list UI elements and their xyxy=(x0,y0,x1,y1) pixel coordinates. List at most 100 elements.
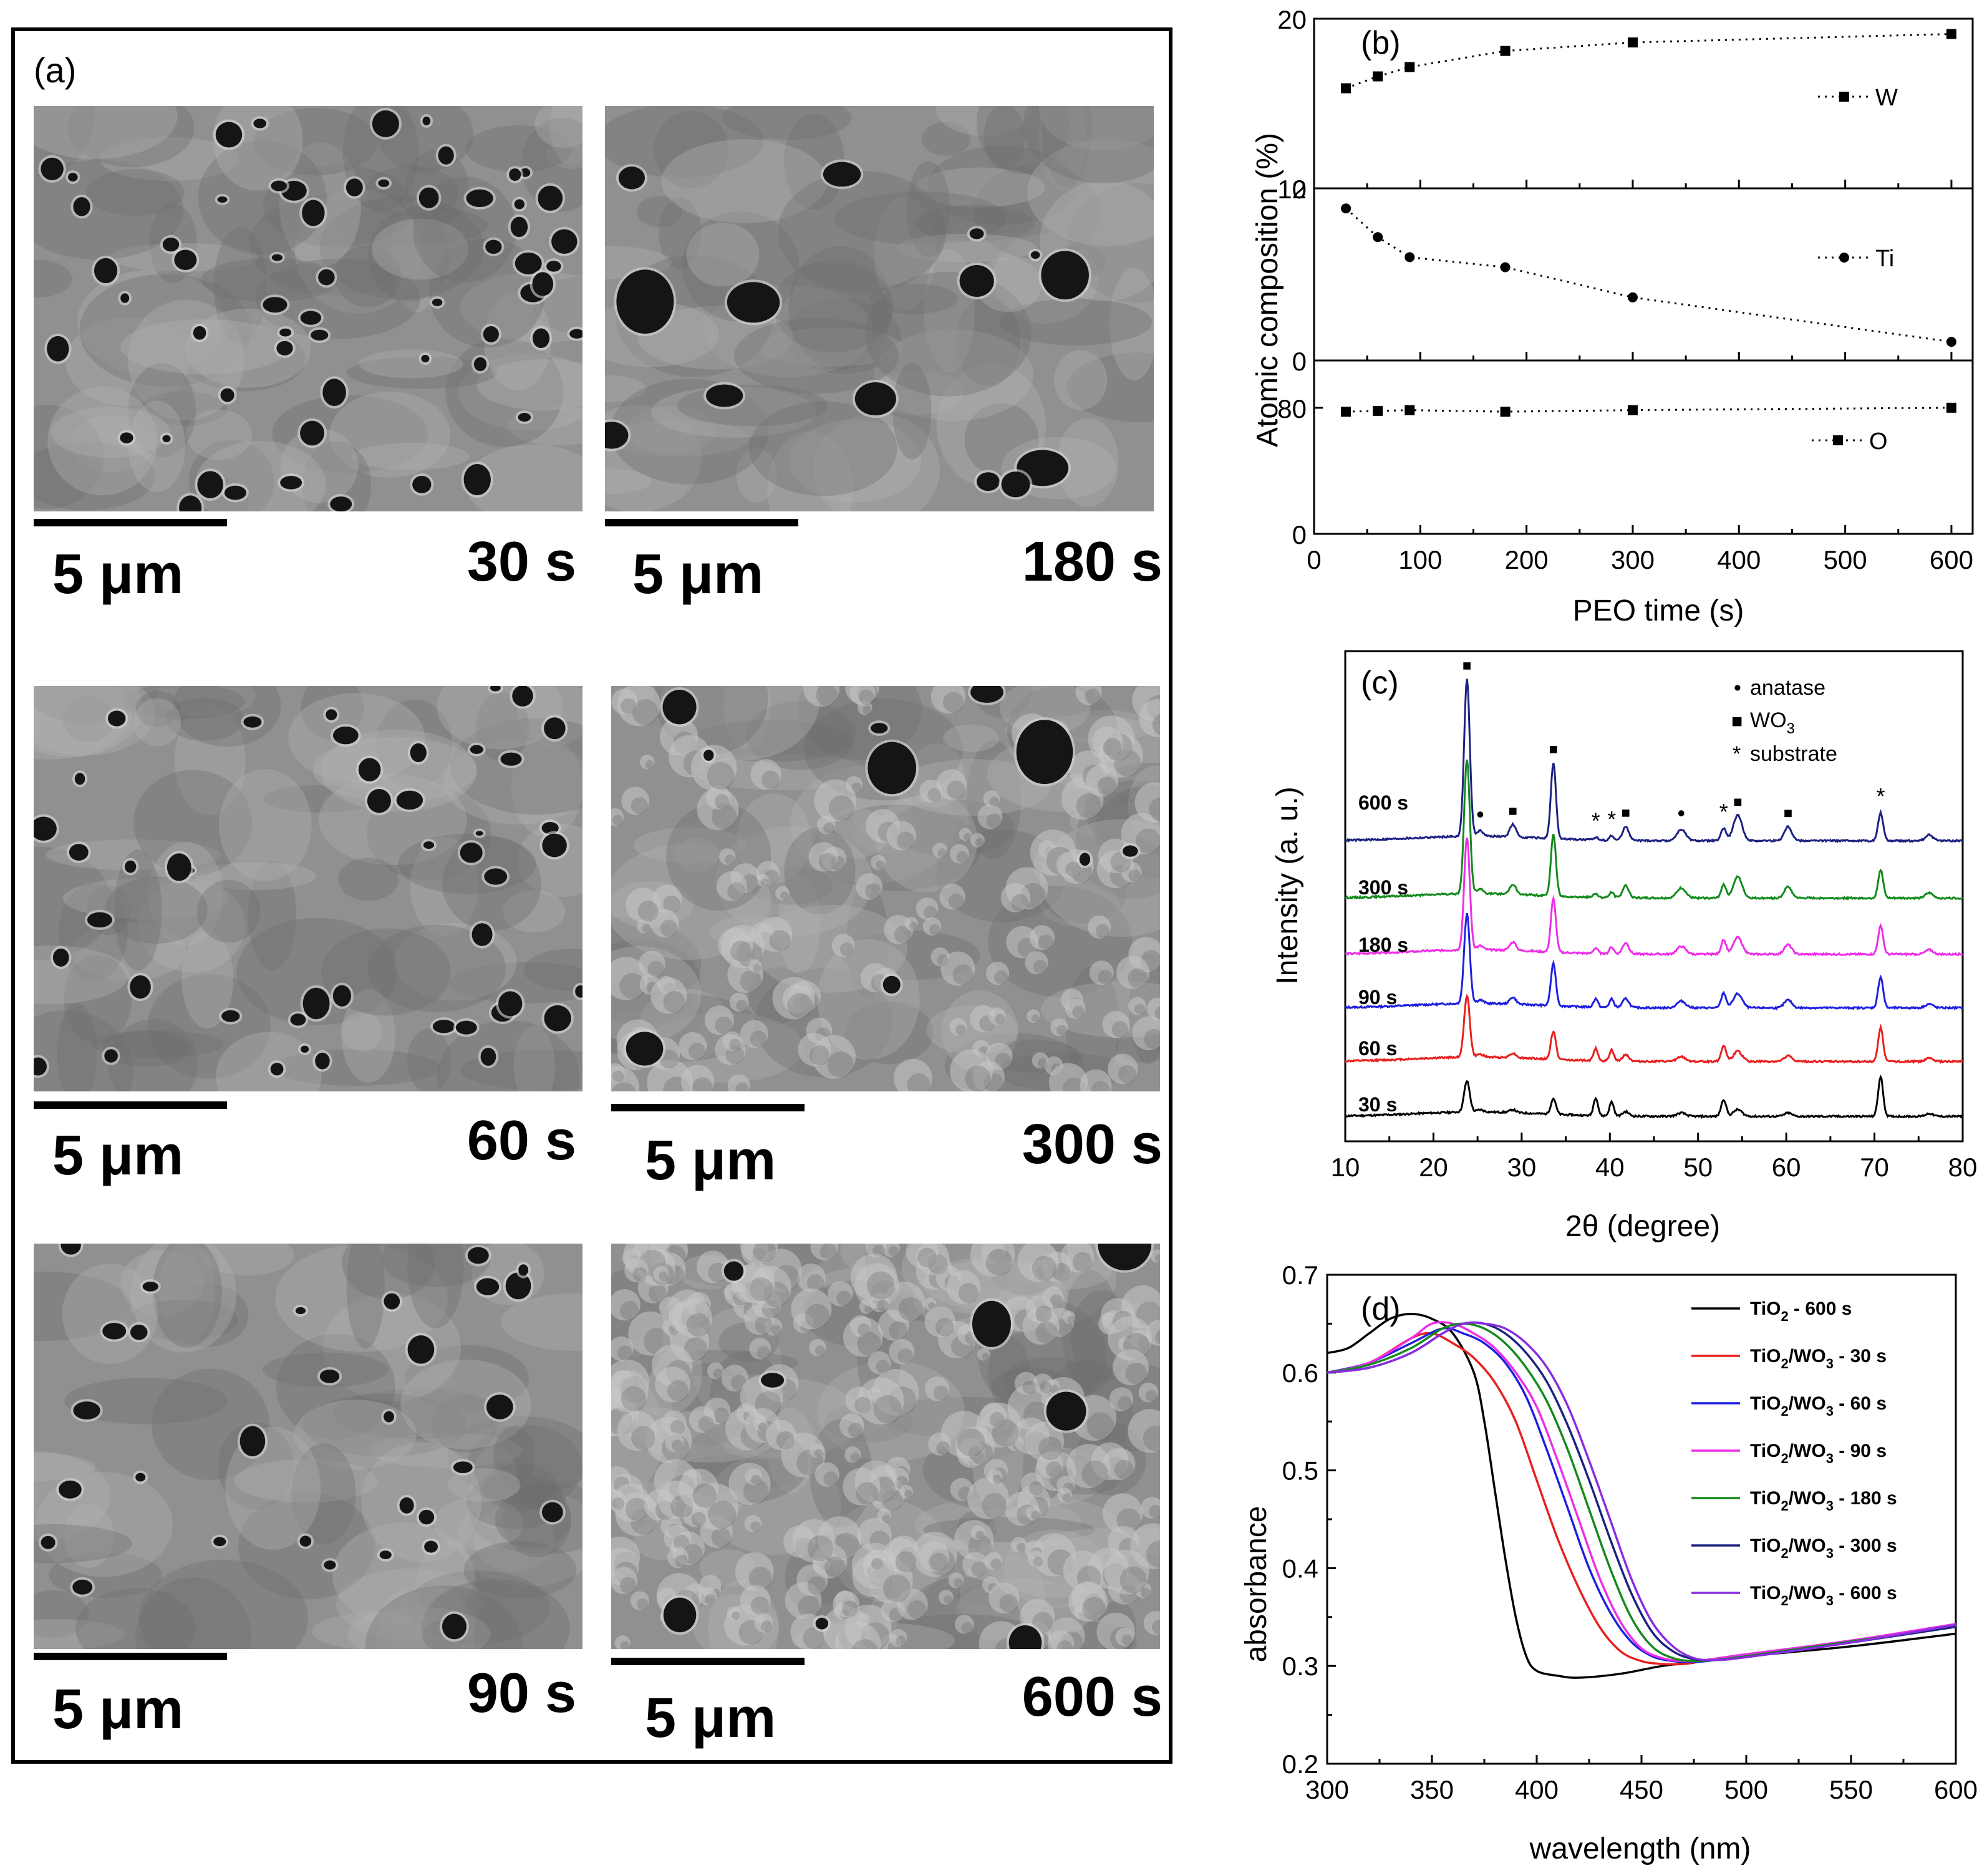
sem-grain-shadow xyxy=(820,1244,837,1260)
sem-patch xyxy=(63,955,132,1044)
x-tick-label: 300 xyxy=(1305,1775,1349,1804)
scale-label: 5 μm xyxy=(52,1124,184,1187)
sem-grain xyxy=(857,1377,904,1425)
sem-grain-shadow xyxy=(749,1277,773,1302)
sem-patch xyxy=(760,327,903,367)
legend-label-main: TiO xyxy=(1750,1393,1781,1414)
sem-patch xyxy=(734,317,899,394)
sem-pore xyxy=(130,975,151,999)
sem-patch xyxy=(34,442,155,511)
sem-grain-shadow xyxy=(727,882,746,901)
sem-patch xyxy=(955,297,1020,386)
scale-label: 5 μm xyxy=(645,1129,776,1192)
sem-grain-shadow xyxy=(740,970,761,992)
sem-patch xyxy=(605,106,764,178)
sem-patch xyxy=(943,724,999,752)
sem-grain xyxy=(672,1298,712,1338)
sem-grain-shadow xyxy=(761,1620,773,1632)
sem-grain-shadow xyxy=(1155,1330,1160,1345)
sem-patch xyxy=(64,1378,228,1424)
sem-grain xyxy=(706,785,731,810)
sem-grain-shadow xyxy=(947,780,965,800)
legend-label: TiO2/WO3 - 30 s xyxy=(1750,1346,1887,1371)
sem-grain xyxy=(884,1282,926,1323)
sem-patch xyxy=(916,205,1035,242)
sem-grain xyxy=(1132,1016,1160,1050)
sem-pore xyxy=(544,717,566,740)
sem-pore xyxy=(302,200,325,226)
sem-grain xyxy=(808,842,838,872)
sem-patch xyxy=(138,879,246,973)
sem-pore xyxy=(311,329,329,341)
sem-grain-shadow xyxy=(625,1497,649,1521)
sem-grain-shadow xyxy=(637,901,659,922)
legend-label-rest: - 30 s xyxy=(1834,1346,1887,1366)
sem-grain xyxy=(697,1250,729,1284)
sem-grain xyxy=(919,1541,949,1572)
sem-pore xyxy=(626,1032,664,1066)
sem-pore xyxy=(760,1373,785,1388)
sem-patch xyxy=(873,329,1034,421)
sem-grain-shadow xyxy=(842,1600,858,1617)
sem-grain xyxy=(938,1590,954,1605)
x-tick-label: 550 xyxy=(1829,1775,1873,1804)
series-label: 300 s xyxy=(1358,876,1408,899)
sem-patch xyxy=(319,196,485,300)
sem-patch xyxy=(219,769,312,882)
sem-pore xyxy=(823,162,861,187)
chart-c-xlabel: 2θ (degree) xyxy=(1565,1210,1720,1243)
sem-grain-shadow xyxy=(933,1385,949,1401)
sem-grain-shadow xyxy=(620,1300,639,1320)
sem-pore xyxy=(162,237,180,252)
sem-pore xyxy=(271,180,287,191)
sem-grain-shadow xyxy=(760,878,768,886)
sem-grain xyxy=(1032,1052,1049,1069)
sem-grain-shadow xyxy=(1128,869,1141,882)
sem-pore xyxy=(463,464,491,496)
sem-patch xyxy=(342,989,395,1083)
sem-grain xyxy=(889,1628,907,1647)
sem-grain-shadow xyxy=(714,794,730,810)
sem-grain xyxy=(1128,997,1146,1015)
sem-grain-shadow xyxy=(705,1593,716,1605)
sem-grain xyxy=(940,951,975,986)
sem-pore xyxy=(460,842,483,863)
sem-grain xyxy=(932,843,948,858)
sem-patch xyxy=(605,375,646,402)
sem-grain-shadow xyxy=(611,1082,637,1091)
sem-grain xyxy=(1025,1505,1041,1521)
y-tick-label: 0 xyxy=(1292,347,1307,376)
sem-grain-shadow xyxy=(619,973,645,999)
sem-patch xyxy=(788,246,892,370)
sem-grain-shadow xyxy=(753,964,761,972)
sem-pore xyxy=(510,216,528,238)
sem-pore xyxy=(815,1617,829,1630)
sem-patch xyxy=(248,194,417,296)
sem-pore xyxy=(319,1369,340,1383)
sem-patch xyxy=(65,317,190,407)
sem-grain-shadow xyxy=(827,1052,854,1078)
sem-image-600s xyxy=(611,1244,1160,1649)
sem-grain xyxy=(834,1622,881,1649)
sem-grain xyxy=(1092,727,1123,758)
data-point-O xyxy=(1373,405,1383,416)
sem-pore xyxy=(541,1502,563,1522)
sem-grain xyxy=(949,844,969,864)
sem-texture-180s xyxy=(605,106,1154,511)
sem-grain xyxy=(655,1366,691,1403)
sem-grain xyxy=(1010,1537,1027,1553)
sem-grain xyxy=(877,1509,892,1524)
sem-patch xyxy=(1110,268,1154,380)
legend-label-sub: 2 xyxy=(1781,1308,1788,1324)
sem-pore xyxy=(514,199,525,210)
sem-grain-shadow xyxy=(929,1552,948,1571)
sem-grain xyxy=(977,1348,990,1361)
sem-pore xyxy=(972,1300,1012,1347)
sem-patch xyxy=(503,890,566,933)
sem-pore xyxy=(102,1323,127,1340)
data-point-O xyxy=(1404,405,1415,415)
sem-grain-shadow xyxy=(617,1345,632,1361)
sem-pore xyxy=(442,1613,467,1640)
sem-grain-shadow xyxy=(943,692,964,713)
sem-patch xyxy=(407,1244,464,1328)
